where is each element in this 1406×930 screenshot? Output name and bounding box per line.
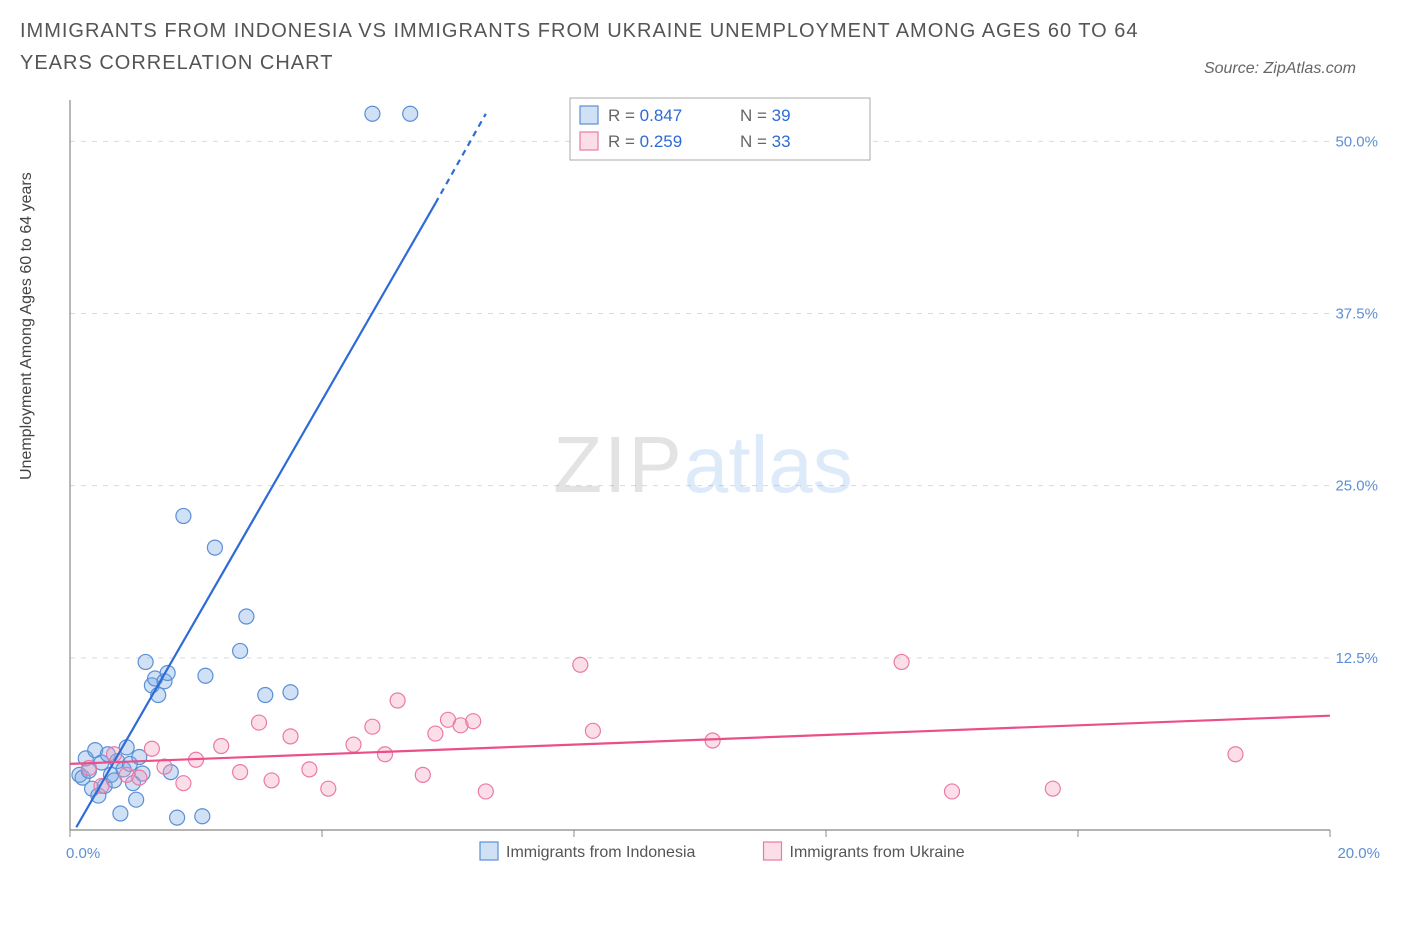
- page-title: IMMIGRANTS FROM INDONESIA VS IMMIGRANTS …: [20, 15, 1140, 79]
- svg-text:12.5%: 12.5%: [1335, 650, 1378, 667]
- correlation-chart: 12.5% 25.0% 37.5% 50.0% 0.0% 20.0% R = 0.847 N …: [60, 90, 1380, 870]
- svg-text:50.0%: 50.0%: [1335, 133, 1378, 150]
- source-label: Source: ZipAtlas.com: [1204, 60, 1356, 78]
- svg-text:37.5%: 37.5%: [1335, 305, 1378, 322]
- svg-text:N = 33: N = 33: [740, 132, 791, 151]
- svg-text:25.0%: 25.0%: [1335, 478, 1378, 495]
- svg-text:Immigrants from Ukraine: Immigrants from Ukraine: [790, 844, 965, 861]
- y-axis-label: Unemployment Among Ages 60 to 64 years: [18, 172, 36, 480]
- svg-text:R = 0.259: R = 0.259: [608, 132, 682, 151]
- svg-text:0.0%: 0.0%: [66, 845, 100, 862]
- svg-text:20.0%: 20.0%: [1337, 845, 1380, 862]
- svg-text:Immigrants from Indonesia: Immigrants from Indonesia: [506, 844, 696, 861]
- svg-text:N = 39: N = 39: [740, 106, 791, 125]
- svg-text:R = 0.847: R = 0.847: [608, 106, 682, 125]
